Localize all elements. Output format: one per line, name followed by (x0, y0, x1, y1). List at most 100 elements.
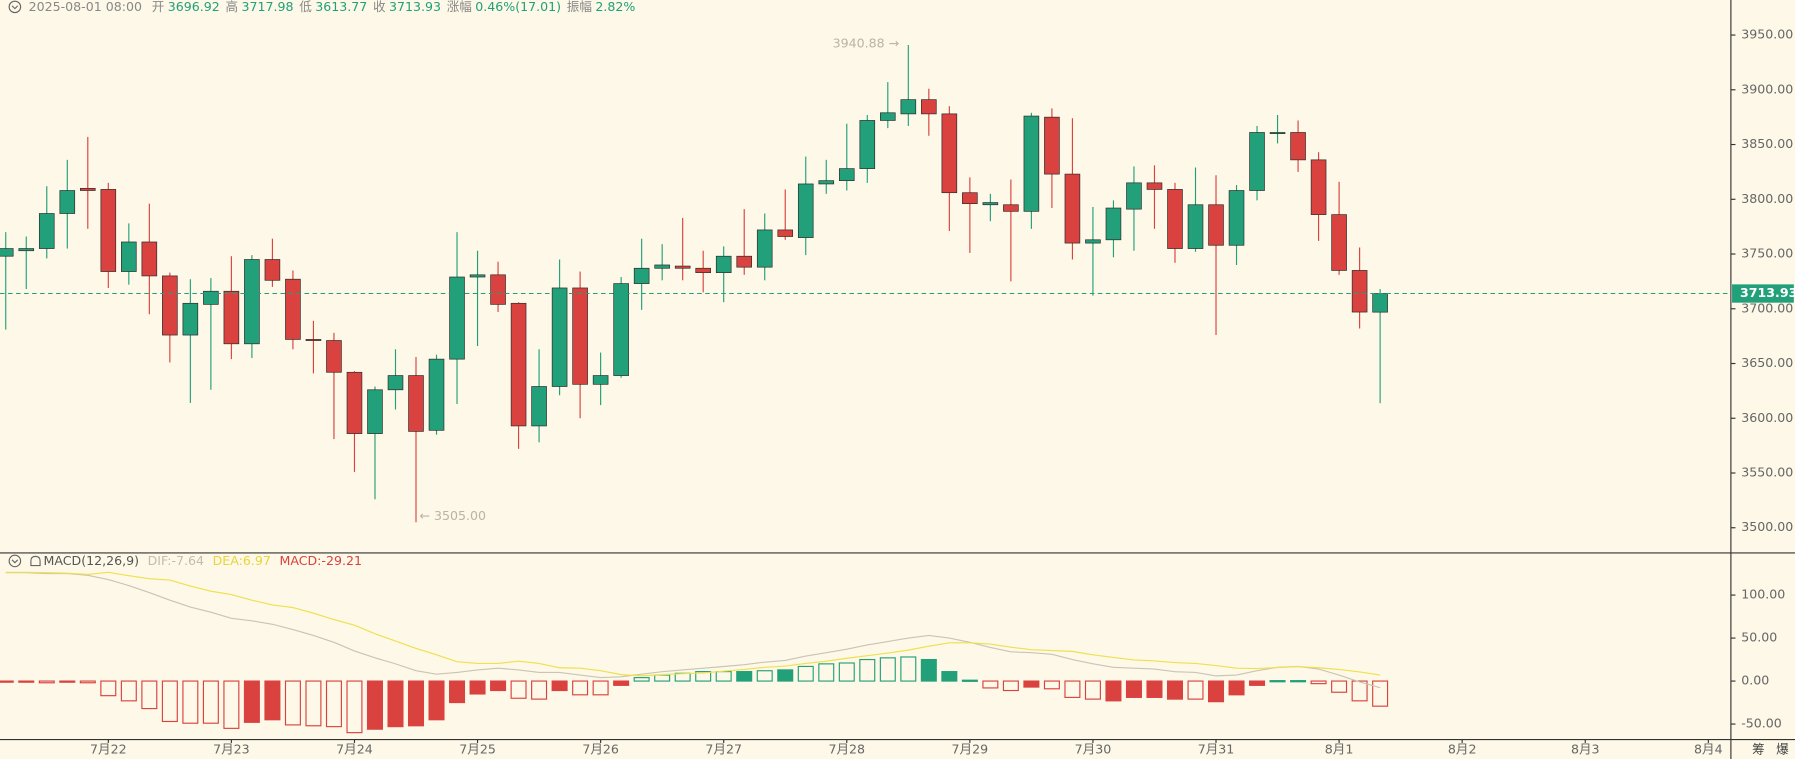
x-tick-label: 7月29 (952, 741, 989, 756)
candle-body (244, 259, 260, 345)
candle-body (162, 275, 178, 336)
bell-icon[interactable] (30, 555, 41, 567)
macd-bar (284, 680, 301, 726)
candle-body (121, 241, 137, 272)
macd-bar (1002, 680, 1019, 692)
macd-bar (613, 680, 630, 686)
candle-body (1208, 204, 1224, 246)
macd-bar (510, 680, 527, 699)
macd-bar (1208, 680, 1225, 703)
candle-body (490, 274, 506, 305)
macd-bar (900, 656, 917, 682)
macd-bar (161, 680, 178, 723)
macd-bar (1166, 680, 1184, 700)
y-tick-label: -50.00 (1741, 716, 1782, 731)
y-tick-label: 50.00 (1741, 630, 1777, 645)
last-price-label: 3713.93 (1740, 285, 1795, 300)
macd-bar (633, 677, 650, 682)
candle-body (1105, 207, 1122, 241)
x-tick-label: 7月28 (828, 741, 865, 756)
macd-bar (264, 680, 281, 721)
candle-body (674, 265, 691, 269)
macd-bar (982, 680, 999, 689)
macd-bar (243, 680, 260, 723)
legend-macd: MACD:-29.21 (279, 552, 362, 567)
candle-body (18, 248, 35, 252)
candle-body (0, 248, 14, 257)
y-tick-label: 3650.00 (1741, 355, 1793, 370)
candle-body (592, 375, 609, 385)
candle-body (408, 375, 424, 432)
macd-legend: MACD(12,26,9) DIF:-7.64 DEA:6.97 MACD:-2… (44, 552, 362, 567)
corner-button[interactable]: 爆 (1776, 741, 1789, 756)
macd-bar (941, 671, 958, 682)
macd-bar (920, 658, 937, 682)
y-tick-label: 3700.00 (1741, 300, 1793, 315)
y-tick-label: 3800.00 (1741, 191, 1793, 206)
macd-bar (346, 680, 363, 734)
header: 2025-08-01 08:00 开 3696.92 高 3717.98 低 3613.7… (29, 0, 636, 13)
header-value: 2.82% (595, 0, 635, 13)
macd-bar (736, 671, 753, 682)
candle-body (38, 213, 55, 249)
candle-body (285, 278, 301, 340)
macd-bar (449, 680, 466, 704)
corner-button[interactable]: 筹 (1752, 741, 1765, 756)
macd-bar (859, 658, 876, 682)
candle-body (695, 267, 711, 273)
macd-bar (572, 680, 589, 696)
x-tick-label: 8月3 (1571, 741, 1600, 756)
macd-bar (756, 670, 773, 682)
candle-body (797, 183, 814, 238)
candle-body (80, 187, 96, 191)
header-value: 3717.98 (241, 0, 293, 13)
candle-body (715, 255, 732, 273)
candle-body (1331, 214, 1347, 271)
legend-dea: DEA:6.97 (213, 552, 271, 567)
y-tick-label: 3600.00 (1741, 410, 1793, 425)
candle-body (367, 389, 383, 434)
candle-body (531, 386, 547, 427)
macd-bar (818, 663, 835, 682)
last-price-box (1732, 284, 1794, 303)
macd-bar (1064, 680, 1081, 698)
macd-bar (407, 680, 425, 727)
candle-body (1372, 293, 1388, 313)
candle-body (1228, 190, 1245, 246)
low-annotation: ← 3505.00 (419, 508, 486, 523)
macd-bar (1043, 680, 1060, 690)
macd-collapse-icon[interactable] (8, 554, 22, 568)
macd-bar (1023, 680, 1040, 688)
header-label: 涨幅 (447, 0, 472, 13)
macd-title: MACD(12,26,9) (44, 552, 140, 567)
header-label: 低 (299, 0, 312, 13)
macd-bar (1269, 680, 1286, 683)
candle-body (921, 99, 937, 115)
candle-body (1167, 189, 1183, 249)
candle-body (1351, 270, 1368, 313)
header-value: 3613.77 (315, 0, 367, 13)
candle-body (305, 339, 322, 341)
candle-body (818, 180, 835, 185)
macd-bar (531, 680, 548, 700)
collapse-icon[interactable] (8, 0, 22, 14)
candle-body (182, 302, 199, 336)
macd-bar (325, 680, 342, 728)
candle-body (613, 283, 629, 376)
x-tick-label: 7月27 (705, 741, 742, 756)
candle-body (203, 290, 219, 305)
macd-bar (387, 680, 404, 728)
candle-body (941, 113, 958, 194)
collapse-arrow (11, 5, 19, 10)
y-tick-label: 3500.00 (1741, 519, 1793, 534)
macd-line (5, 571, 1381, 677)
macd-bar (695, 671, 712, 682)
candle-body (346, 371, 363, 434)
macd-bar (551, 680, 568, 692)
macd-bar (59, 680, 76, 683)
candle-body (1023, 115, 1040, 212)
header-value: 3713.93 (389, 0, 441, 13)
macd-bar (1249, 680, 1266, 686)
macd-bar (18, 680, 35, 683)
